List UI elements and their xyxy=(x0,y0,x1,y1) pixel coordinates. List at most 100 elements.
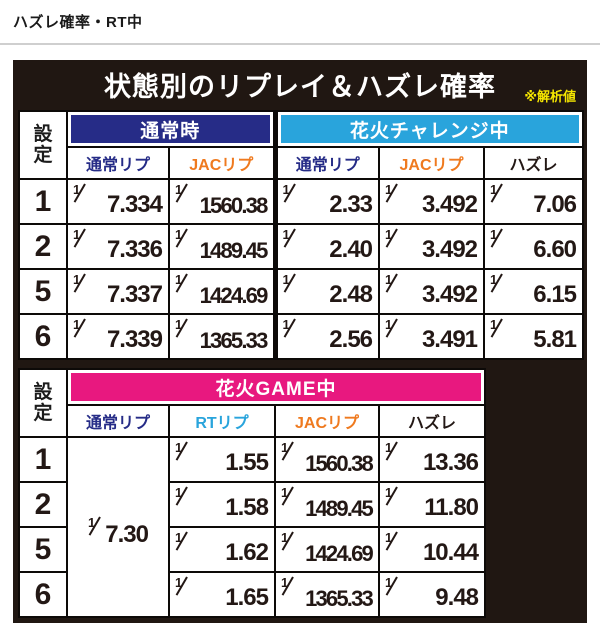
fraction-one-over: 1 xyxy=(88,516,102,538)
prob-cell: 1 1365.33 xyxy=(274,571,380,618)
group-normal: 通常時 xyxy=(65,110,277,148)
fraction-one-over: 1 xyxy=(73,228,87,250)
fraction-one-over: 1 xyxy=(175,273,189,295)
prob-cell: 1 1424.69 xyxy=(167,268,277,315)
probability-panel: 状態別のリプレイ＆ハズレ確率 ※解析値 設定 通常時 花火チャレンジ中 xyxy=(13,60,587,623)
table-row: 1 1 7.334 1 1560.38 1 2.33 1 3.492 1 7.06 xyxy=(18,178,585,225)
prob-cell: 1 3.491 xyxy=(378,313,486,360)
fraction-one-over: 1 xyxy=(283,228,296,250)
setting-number: 1 xyxy=(18,178,68,225)
prob-cell: 1 6.15 xyxy=(483,268,585,315)
prob-cell: 1 1560.38 xyxy=(167,178,277,225)
analysis-note: ※解析値 xyxy=(524,89,576,104)
fraction-one-over: 1 xyxy=(385,441,399,463)
setting-header: 設定 xyxy=(18,368,68,438)
prob-cell: 1 10.44 xyxy=(377,526,487,573)
fraction-one-over: 1 xyxy=(385,318,399,340)
setting-number: 5 xyxy=(18,268,68,315)
table-row: 6 1 1.65 1 1365.33 1 9.48 xyxy=(18,571,487,618)
col-jac-rep: JACリプ xyxy=(167,146,277,180)
prob-cell: 1 7.06 xyxy=(483,178,585,225)
prob-cell: 1 7.336 xyxy=(66,223,170,270)
col-hazure: ハズレ xyxy=(377,404,487,438)
prob-cell: 1 1.65 xyxy=(168,571,276,618)
table-row: 5 1 1.62 1 1424.69 1 10.44 xyxy=(18,526,487,573)
prob-cell: 1 2.33 xyxy=(272,178,381,225)
section-heading: ハズレ確率・RT中 xyxy=(13,14,143,31)
table-normal-and-challenge: 設定 通常時 花火チャレンジ中 通常リプ JACリプ 通常リプ JACリプ ハズ… xyxy=(18,110,585,360)
group-hanabi-challenge: 花火チャレンジ中 xyxy=(272,110,585,148)
prob-cell: 1 2.40 xyxy=(272,223,381,270)
fraction-one-over: 1 xyxy=(281,486,295,508)
prob-cell: 1 7.334 xyxy=(66,178,170,225)
fraction-one-over: 1 xyxy=(175,441,189,463)
prob-cell: 1 11.80 xyxy=(377,481,487,528)
table-separator xyxy=(18,360,582,368)
fraction-one-over: 1 xyxy=(73,183,87,205)
fraction-one-over: 1 xyxy=(175,576,189,598)
fraction-one-over: 1 xyxy=(283,183,296,205)
col-jac-rep: JACリプ xyxy=(274,404,380,438)
table-row: 6 1 7.339 1 1365.33 1 2.56 1 3.491 1 5.81 xyxy=(18,313,585,360)
setting-number: 5 xyxy=(18,526,68,573)
prob-cell: 1 1424.69 xyxy=(274,526,380,573)
fraction-one-over: 1 xyxy=(283,318,296,340)
section-divider xyxy=(0,43,600,45)
fraction-one-over: 1 xyxy=(175,531,189,553)
fraction-one-over: 1 xyxy=(490,228,504,250)
prob-cell: 1 3.492 xyxy=(378,268,486,315)
panel-title: 状態別のリプレイ＆ハズレ確率 xyxy=(104,71,496,102)
prob-cell: 1 2.56 xyxy=(272,313,381,360)
prob-cell: 1 1365.33 xyxy=(167,313,277,360)
prob-cell: 1 5.81 xyxy=(483,313,585,360)
fraction-one-over: 1 xyxy=(385,531,399,553)
prob-cell: 1 2.48 xyxy=(272,268,381,315)
prob-cell: 1 1.55 xyxy=(168,436,276,483)
fraction-one-over: 1 xyxy=(490,273,504,295)
table-row: 5 1 7.337 1 1424.69 1 2.48 1 3.492 1 6.15 xyxy=(18,268,585,315)
fraction-one-over: 1 xyxy=(175,228,189,250)
fraction-one-over: 1 xyxy=(175,183,189,205)
prob-cell: 1 1.58 xyxy=(168,481,276,528)
fraction-one-over: 1 xyxy=(385,486,399,508)
col-normal-rep: 通常リプ xyxy=(66,146,170,180)
setting-number: 2 xyxy=(18,223,68,270)
prob-cell: 1 3.492 xyxy=(378,178,486,225)
panel-titlebar: 状態別のリプレイ＆ハズレ確率 ※解析値 xyxy=(18,60,582,110)
fraction-one-over: 1 xyxy=(73,273,87,295)
setting-number: 1 xyxy=(18,436,68,483)
prob-cell: 1 13.36 xyxy=(377,436,487,483)
setting-number: 2 xyxy=(18,481,68,528)
setting-number: 6 xyxy=(18,571,68,618)
group-header-row: 設定 通常時 花火チャレンジ中 xyxy=(18,110,585,180)
fraction-one-over: 1 xyxy=(281,531,295,553)
prob-cell: 1 1489.45 xyxy=(274,481,380,528)
fraction-one-over: 1 xyxy=(175,486,189,508)
column-header-row: 通常リプ JACリプ 通常リプ JACリプ ハズレ xyxy=(19,146,585,180)
prob-cell: 1 7.337 xyxy=(66,268,170,315)
fraction-one-over: 1 xyxy=(175,318,189,340)
table-row: 2 1 7.336 1 1489.45 1 2.40 1 3.492 1 6.60 xyxy=(18,223,585,270)
prob-cell: 1 1560.38 xyxy=(274,436,380,483)
prob-cell: 1 9.48 xyxy=(377,571,487,618)
fraction-one-over: 1 xyxy=(385,576,399,598)
table-hanabi-game: 設定 花火GAME中 通常リプ RTリプ JACリプ ハズレ 1 1 7.30 1… xyxy=(18,368,487,618)
col-normal-rep: 通常リプ xyxy=(272,146,381,180)
fraction-one-over: 1 xyxy=(283,273,296,295)
fraction-one-over: 1 xyxy=(490,318,504,340)
fraction-one-over: 1 xyxy=(73,318,87,340)
setting-number: 6 xyxy=(18,313,68,360)
table-row: 1 1 7.30 1 1.55 1 1560.38 1 13.36 xyxy=(18,436,487,618)
fraction-one-over: 1 xyxy=(385,183,399,205)
fraction-one-over: 1 xyxy=(385,228,399,250)
group-hanabi-game: 花火GAME中 xyxy=(65,368,487,406)
col-normal-rep: 通常リプ xyxy=(66,404,170,438)
fraction-one-over: 1 xyxy=(281,576,295,598)
setting-header: 設定 xyxy=(18,110,68,180)
col-jac-rep: JACリプ xyxy=(378,146,486,180)
prob-cell: 1 3.492 xyxy=(378,223,486,270)
prob-cell: 1 1489.45 xyxy=(167,223,277,270)
prob-cell: 1 1.62 xyxy=(168,526,276,573)
column-header-row: 通常リプ RTリプ JACリプ ハズレ xyxy=(19,404,487,438)
